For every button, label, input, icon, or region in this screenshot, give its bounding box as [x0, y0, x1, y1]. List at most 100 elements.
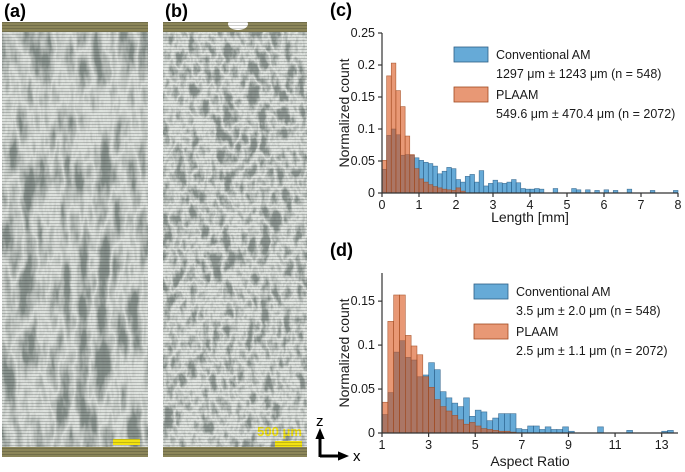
- histogram-bar: [544, 426, 552, 434]
- histogram-bar: [399, 294, 406, 434]
- histogram-bar: [506, 181, 512, 194]
- x-tick-label: 7: [518, 438, 525, 452]
- x-tick-label: 3: [490, 198, 497, 212]
- histogram-bar: [414, 168, 420, 194]
- histogram-bar: [515, 182, 522, 194]
- x-tick-label: 3: [425, 438, 432, 452]
- y-tick-label: 0.1: [358, 122, 375, 136]
- y-axis-ticks: 0 0.05 0.1 0.15 0.2 0.25: [351, 26, 382, 200]
- histogram-bar: [483, 185, 489, 194]
- histogram-bar: [387, 321, 394, 434]
- histogram-bar: [480, 428, 488, 434]
- histogram-bar: [474, 181, 480, 194]
- substrate-band-top-a: [2, 22, 148, 32]
- histogram-bar: [463, 423, 470, 434]
- histogram-bar: [381, 401, 389, 434]
- scale-bar-label: 500 μm: [257, 424, 302, 439]
- histogram-length: 0 1 2 3 4 5 6 7 8 0 0.05 0.1 0.15 0.2 0.25 Length [mm] N…: [336, 26, 682, 225]
- scale-bar-b: [275, 441, 302, 447]
- histogram-bar: [464, 176, 471, 194]
- histogram-bar: [497, 182, 503, 194]
- y-tick-label: 0.15: [351, 294, 375, 308]
- legend-series-name: Conventional AM: [516, 285, 611, 299]
- y-tick-label: 0.2: [358, 58, 375, 72]
- coordinate-indicator: z x: [315, 413, 361, 465]
- histogram-bar: [409, 154, 415, 194]
- legend: Conventional AM 1297 μm ± 1243 μm (n = 54…: [453, 46, 675, 121]
- x-tick-label: 0: [379, 198, 386, 212]
- histogram-bar: [562, 426, 569, 434]
- histogram-bar: [533, 425, 540, 434]
- micrograph-conventional-am: [2, 22, 148, 457]
- panel-label-c: (c): [330, 0, 352, 20]
- y-tick-label: 0.15: [351, 90, 375, 104]
- x-tick-label: 7: [638, 198, 645, 212]
- histogram-bar: [410, 345, 418, 434]
- x-tick-label: 5: [564, 198, 571, 212]
- x-axis-ticks: 0 1 2 3 4 5 6 7 8: [379, 193, 682, 212]
- histogram-bar: [492, 179, 498, 194]
- histogram-bar: [393, 294, 400, 434]
- x-axis-title: Length [mm]: [491, 209, 569, 225]
- histogram-bar: [552, 188, 559, 194]
- micrograph-b-grain-texture: [163, 22, 307, 457]
- histogram-bar: [386, 75, 392, 194]
- histogram-bar: [405, 335, 412, 434]
- histogram-bar: [511, 179, 517, 194]
- x-axis-arrowhead: [338, 451, 349, 461]
- legend-series-stats: 3.5 μm ± 2.0 μm (n = 548): [516, 304, 661, 318]
- histogram-bar: [445, 410, 453, 434]
- histogram-bar: [381, 160, 387, 194]
- y-tick-label: 0.05: [351, 382, 375, 396]
- histogram-bar: [451, 168, 457, 194]
- series-plaam: [381, 62, 466, 194]
- scale-bar-a: [113, 439, 140, 445]
- y-tick-label: 0.05: [351, 154, 375, 168]
- x-axis-label: x: [353, 448, 361, 465]
- micrograph-a-grain-texture: [2, 22, 148, 457]
- panel-label-b: (b): [165, 1, 188, 21]
- histogram-bar: [504, 413, 511, 434]
- x-axis-ticks: 1 3 5 7 9 11 13: [379, 433, 669, 452]
- histogram-bar: [501, 183, 508, 194]
- y-tick-label: 0.1: [358, 338, 375, 352]
- histogram-bar: [437, 187, 443, 194]
- histogram-bar: [428, 386, 435, 434]
- legend-swatch-plaam: [453, 86, 489, 103]
- substrate-band-bottom-b: [163, 447, 307, 457]
- histogram-bar: [488, 183, 494, 194]
- histogram-bar: [478, 170, 485, 194]
- x-tick-label: 4: [527, 198, 534, 212]
- x-tick-label: 13: [655, 438, 669, 452]
- histogram-bar: [418, 178, 424, 194]
- histogram-bar: [416, 354, 424, 434]
- legend-swatch-conventional_am: [473, 283, 509, 300]
- histogram-bar: [434, 399, 441, 434]
- histogram-bar: [515, 428, 523, 434]
- histogram-bar: [474, 425, 482, 434]
- histogram-bar: [439, 406, 447, 434]
- y-axis-title: Normalized count: [336, 58, 352, 167]
- histogram-bar: [400, 106, 406, 194]
- legend-series-stats: 1297 μm ± 1243 μm (n = 548): [496, 67, 661, 81]
- legend-swatch-conventional_am: [453, 46, 489, 63]
- histogram-bar: [446, 167, 452, 194]
- histogram-bar: [451, 415, 459, 434]
- legend-series-stats: 549.6 μm ± 470.4 μm (n = 2072): [496, 107, 675, 121]
- y-tick-label: 0: [368, 186, 375, 200]
- series-plaam: [381, 294, 517, 434]
- micrograph-plaam: 500 μm: [163, 22, 307, 457]
- histogram-bar: [469, 422, 476, 434]
- legend-series-name: Conventional AM: [496, 48, 591, 62]
- surface-blob: [228, 22, 248, 30]
- y-axis-ticks: 0 0.05 0.1 0.15: [351, 294, 382, 440]
- x-tick-label: 1: [416, 198, 423, 212]
- histogram-bar: [455, 187, 461, 194]
- histogram-bar: [422, 376, 429, 434]
- y-tick-label: 0.25: [351, 26, 375, 40]
- histogram-bar: [432, 186, 438, 194]
- histogram-bar: [520, 188, 526, 194]
- histogram-bar: [390, 62, 397, 194]
